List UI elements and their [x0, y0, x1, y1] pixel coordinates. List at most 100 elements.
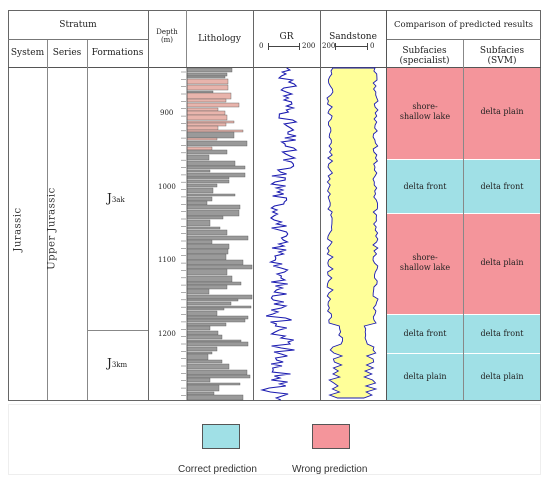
- gr-min: 0: [259, 42, 264, 50]
- facies-text: shore-shallow lake: [399, 253, 451, 272]
- lithology-bed: [186, 75, 226, 79]
- lithology-bed: [186, 294, 253, 300]
- lithology-bed: [186, 310, 218, 317]
- system-header: System: [10, 48, 45, 58]
- lithology-bed: [186, 346, 218, 352]
- formation-upper-main: J: [107, 191, 112, 205]
- depth-scale: [181, 71, 186, 396]
- depth-tick-1000: 1000: [158, 183, 176, 191]
- lithology-bed: [186, 281, 242, 286]
- lithology-bed: [186, 305, 252, 309]
- gr-track: [260, 67, 298, 401]
- lithology-bed: [186, 377, 211, 383]
- lithology-bed: [186, 374, 251, 379]
- lithology-bed: [186, 149, 228, 155]
- svm-title: Subfacies: [479, 46, 525, 56]
- lithology-bed: [186, 131, 235, 139]
- facies-text: delta plain: [480, 107, 524, 116]
- lithology-bed: [186, 369, 248, 376]
- facies-text: delta plain: [480, 372, 524, 381]
- lithology-bed: [186, 284, 228, 290]
- facies-text: delta front: [403, 182, 447, 191]
- facies-cell-svm: delta plain: [464, 68, 540, 159]
- lithology-bed: [186, 102, 240, 108]
- lithology-bed: [186, 334, 223, 340]
- lithology-bed: [186, 359, 223, 364]
- formation-lower: J3km: [107, 356, 127, 370]
- lithology-bed: [186, 219, 211, 227]
- sandstone-header: Sandstone: [329, 32, 377, 42]
- lithology-bed: [186, 226, 221, 230]
- legend-correct-swatch: [202, 424, 240, 449]
- lithology-bed: [186, 209, 240, 217]
- lithology-bed: [186, 146, 213, 151]
- depth-header: Depth (m): [148, 28, 186, 44]
- lithology-bed: [186, 183, 218, 188]
- depth-unit: (m): [160, 36, 174, 44]
- lithology-bed: [186, 275, 233, 283]
- lithology-bed: [186, 204, 241, 210]
- depth-tick-900: 900: [160, 109, 174, 117]
- lithology-bed: [186, 107, 219, 112]
- lithology-bed: [186, 384, 220, 392]
- lithology-bed: [186, 253, 227, 261]
- lithology-bed: [186, 325, 211, 331]
- formation-upper: J3ak: [107, 191, 125, 205]
- lithology-bed: [186, 179, 230, 184]
- facies-cell-svm: delta front: [464, 315, 540, 353]
- lithology-bed: [186, 129, 244, 133]
- comparison-header: Comparison of predicted results: [393, 20, 534, 30]
- lithology-bed: [186, 353, 209, 361]
- lithology-track: [186, 67, 253, 401]
- formations-header: Formations: [91, 48, 144, 58]
- lithology-bed: [186, 288, 210, 295]
- lithology-bed: [186, 339, 242, 343]
- facies-cell-specialist: shore-shallow lake: [387, 68, 463, 159]
- depth-tick-1100: 1100: [158, 256, 176, 264]
- lithology-bed: [186, 154, 210, 161]
- lithology-bed: [186, 330, 219, 336]
- lithology-bed: [186, 391, 215, 396]
- lithology-bed: [186, 193, 236, 197]
- lithology-bed: [186, 363, 230, 370]
- specialist-sub: (specialist): [399, 56, 450, 66]
- facies-text: delta plain: [403, 372, 447, 381]
- lithology-bed: [186, 125, 219, 131]
- lithology-bed: [186, 215, 224, 220]
- sandstone-fill: [326, 67, 379, 399]
- lithology-bed: [186, 248, 229, 255]
- svm-header: Subfacies (SVM): [463, 46, 541, 66]
- lithology-bed: [186, 187, 214, 194]
- lithology-bed: [186, 301, 232, 306]
- svm-sub: (SVM): [487, 56, 517, 66]
- lithology-bed: [186, 264, 253, 270]
- lithology-bed: [186, 318, 246, 323]
- depth-label: Depth: [156, 28, 178, 36]
- lithology-bed: [186, 259, 244, 266]
- facies-cell-svm: delta front: [464, 160, 540, 213]
- facies-cell-specialist: delta plain: [387, 354, 463, 400]
- lithology-bed: [186, 98, 227, 103]
- series-header: Series: [52, 48, 82, 58]
- facies-cell-svm: delta plain: [464, 354, 540, 400]
- formation-lower-main: J: [107, 356, 112, 370]
- facies-text: delta front: [480, 329, 524, 338]
- lithology-bed: [186, 137, 218, 141]
- lithology-bed: [186, 169, 211, 173]
- lithology-bed: [186, 235, 249, 241]
- facies-cell-specialist: delta front: [387, 315, 463, 353]
- sandstone-track: [326, 67, 379, 399]
- lithology-bed: [186, 78, 229, 85]
- lithology-bed: [186, 196, 213, 202]
- lithology-bed: [186, 315, 249, 320]
- legend-wrong-label: Wrong prediction: [292, 464, 368, 475]
- lithology-bed: [186, 243, 230, 250]
- legend-wrong-swatch: [312, 424, 350, 449]
- lithology-bed: [186, 72, 228, 77]
- gr-max: 200: [302, 42, 316, 50]
- facies-text: delta plain: [480, 258, 524, 267]
- lithology-bed: [186, 176, 230, 180]
- lithology-bed: [186, 84, 229, 91]
